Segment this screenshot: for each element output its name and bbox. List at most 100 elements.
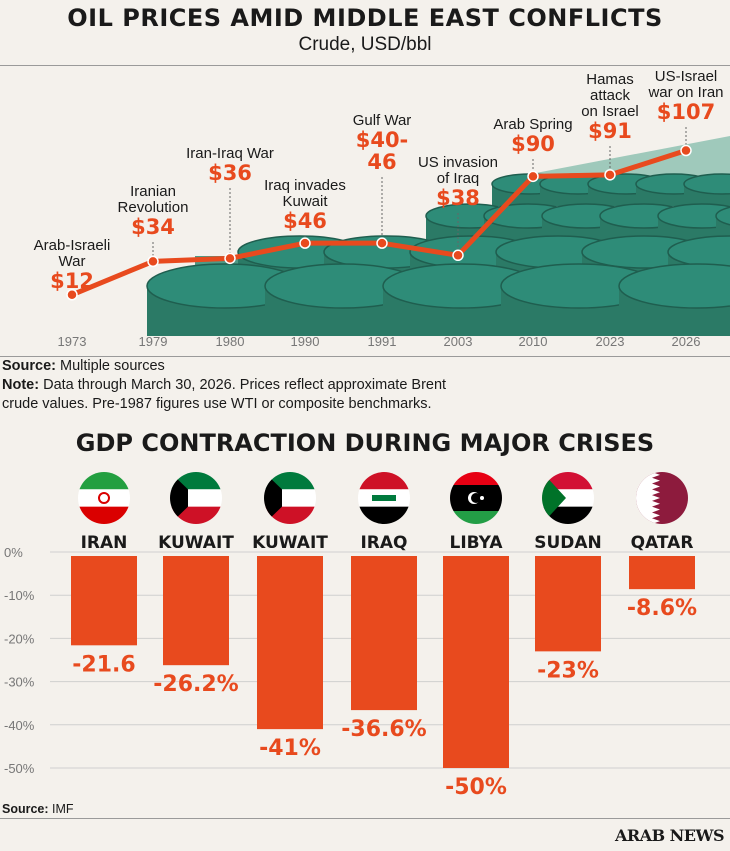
event-name: Gulf War	[353, 112, 412, 129]
event-price-label: $40-	[356, 128, 409, 152]
event-name: Arab-Israeli	[34, 237, 111, 254]
barrel-background	[146, 136, 730, 336]
gdp-source-label: Source:	[2, 802, 49, 816]
event-name: Iranian	[130, 183, 176, 200]
iraq-flag-icon	[358, 472, 410, 524]
oil-x-axis: 1973 1979 1980 1990 1991 2003 2010 2023 2026	[58, 334, 701, 349]
kuwait-flag-icon	[264, 472, 316, 524]
mid-divider	[0, 356, 730, 357]
gdp-value-label: -26.2%	[153, 672, 238, 697]
gdp-y-tick-label: 0%	[4, 545, 23, 560]
event-price-label: $34	[131, 215, 175, 239]
bottom-divider	[0, 818, 730, 819]
oil-price-point	[604, 169, 616, 181]
event-price-label: $36	[208, 161, 252, 185]
oil-x-tick-label: 1990	[291, 334, 320, 349]
gdp-country-label: IRAQ	[360, 533, 407, 553]
event-name: Arab Spring	[493, 116, 572, 133]
gdp-value-label: -50%	[445, 775, 507, 800]
event-name: US-Israel	[655, 68, 718, 85]
qatar-flag-icon	[636, 472, 688, 524]
gdp-bar	[629, 556, 695, 590]
oil-price-point	[147, 255, 159, 268]
oil-x-tick-label: 1973	[58, 334, 87, 349]
gdp-country-label: IRAN	[81, 533, 128, 553]
oil-price-point	[452, 249, 464, 262]
event-price-label: $38	[436, 186, 480, 210]
oil-note: Note: Data through March 30, 2026. Price…	[2, 376, 446, 414]
event-name: of Iraq	[437, 170, 480, 187]
gdp-y-tick-label: -50%	[4, 761, 35, 776]
oil-event-annotation: Iran-Iraq War$36	[186, 145, 274, 253]
gdp-y-tick-label: -10%	[4, 588, 35, 603]
gdp-bar	[535, 556, 601, 652]
gdp-country-label: SUDAN	[534, 533, 602, 553]
event-name: Revolution	[118, 199, 189, 216]
brand-logo: ARAB NEWS	[614, 826, 725, 845]
gdp-value-label: -36.6%	[341, 717, 426, 742]
event-name: Kuwait	[282, 193, 328, 210]
oil-price-point	[299, 237, 311, 249]
event-price-label: $107	[657, 100, 715, 124]
gdp-source-text: IMF	[48, 802, 74, 816]
oil-x-tick-label: 2023	[596, 334, 625, 349]
gdp-value-label: -21.6	[72, 652, 135, 677]
gdp-bars: IRAN -21.6 KUWAIT -26.2% KUWAIT -41% IRAQ -36.6…	[71, 533, 697, 800]
gdp-contraction-chart: 0% -10% -20% -30% -40% -50% IRAN -21.6 KUWAIT -2…	[4, 472, 730, 800]
event-name: on Israel	[581, 103, 639, 120]
gdp-y-tick-label: -30%	[4, 675, 35, 690]
event-name: Hamas	[586, 71, 634, 88]
gdp-bar	[71, 556, 137, 646]
gdp-y-tick-label: -20%	[4, 631, 35, 646]
gdp-y-tick-label: -40%	[4, 718, 35, 733]
event-price-label: $91	[588, 119, 632, 143]
oil-x-tick-label: 1979	[139, 334, 168, 349]
oil-event-annotation: Arab Spring$90	[493, 116, 573, 171]
event-name: attack	[590, 87, 631, 104]
barrel-top	[715, 206, 730, 226]
event-price-label: $90	[511, 132, 555, 156]
oil-price-point	[527, 170, 539, 183]
oil-x-tick-label: 2003	[444, 334, 473, 349]
iran-flag-icon	[78, 472, 130, 524]
gdp-bar	[257, 556, 323, 730]
gdp-title: GDP CONTRACTION DURING MAJOR CRISES	[75, 429, 655, 457]
sudan-flag-icon	[542, 472, 594, 524]
oil-price-line-group	[66, 144, 692, 301]
gdp-source: Source: IMF	[2, 800, 74, 819]
event-name: War	[59, 253, 86, 270]
barrel-top	[667, 235, 730, 269]
oil-source-text: Multiple sources	[56, 358, 165, 374]
oil-x-tick-label: 1991	[368, 334, 397, 349]
event-price-label: $46	[283, 209, 327, 233]
barrel-top	[683, 173, 730, 195]
gdp-country-label: KUWAIT	[252, 533, 328, 553]
event-name: US invasion	[418, 154, 498, 171]
top-divider	[0, 65, 730, 66]
gdp-bar	[351, 556, 417, 711]
barrel-top	[618, 263, 730, 309]
oil-price-point	[66, 289, 78, 301]
oil-price-point	[224, 252, 236, 265]
oil-note-line1: Data through March 30, 2026. Prices refl…	[39, 377, 447, 393]
event-name: Iran-Iraq War	[186, 145, 274, 162]
oil-note-label: Note:	[2, 377, 40, 393]
oil-x-tick-label: 1980	[216, 334, 245, 349]
kuwait-flag-icon	[170, 472, 222, 524]
gdp-value-label: -8.6%	[627, 596, 697, 621]
oil-event-annotation: Gulf War$40-46	[353, 112, 412, 238]
event-price-label: 46	[367, 150, 396, 174]
oil-note-line2: crude values. Pre-1987 figures use WTI o…	[2, 396, 432, 412]
gdp-bar	[163, 556, 229, 666]
oil-x-tick-label: 2026	[672, 334, 701, 349]
gdp-value-label: -23%	[537, 658, 599, 683]
chart-title: OIL PRICES AMID MIDDLE EAST CONFLICTS	[67, 4, 663, 32]
gdp-country-label: LIBYA	[449, 533, 503, 553]
gdp-bar	[443, 556, 509, 768]
oil-source: Source: Multiple sources	[2, 357, 165, 376]
oil-price-point	[376, 237, 388, 249]
